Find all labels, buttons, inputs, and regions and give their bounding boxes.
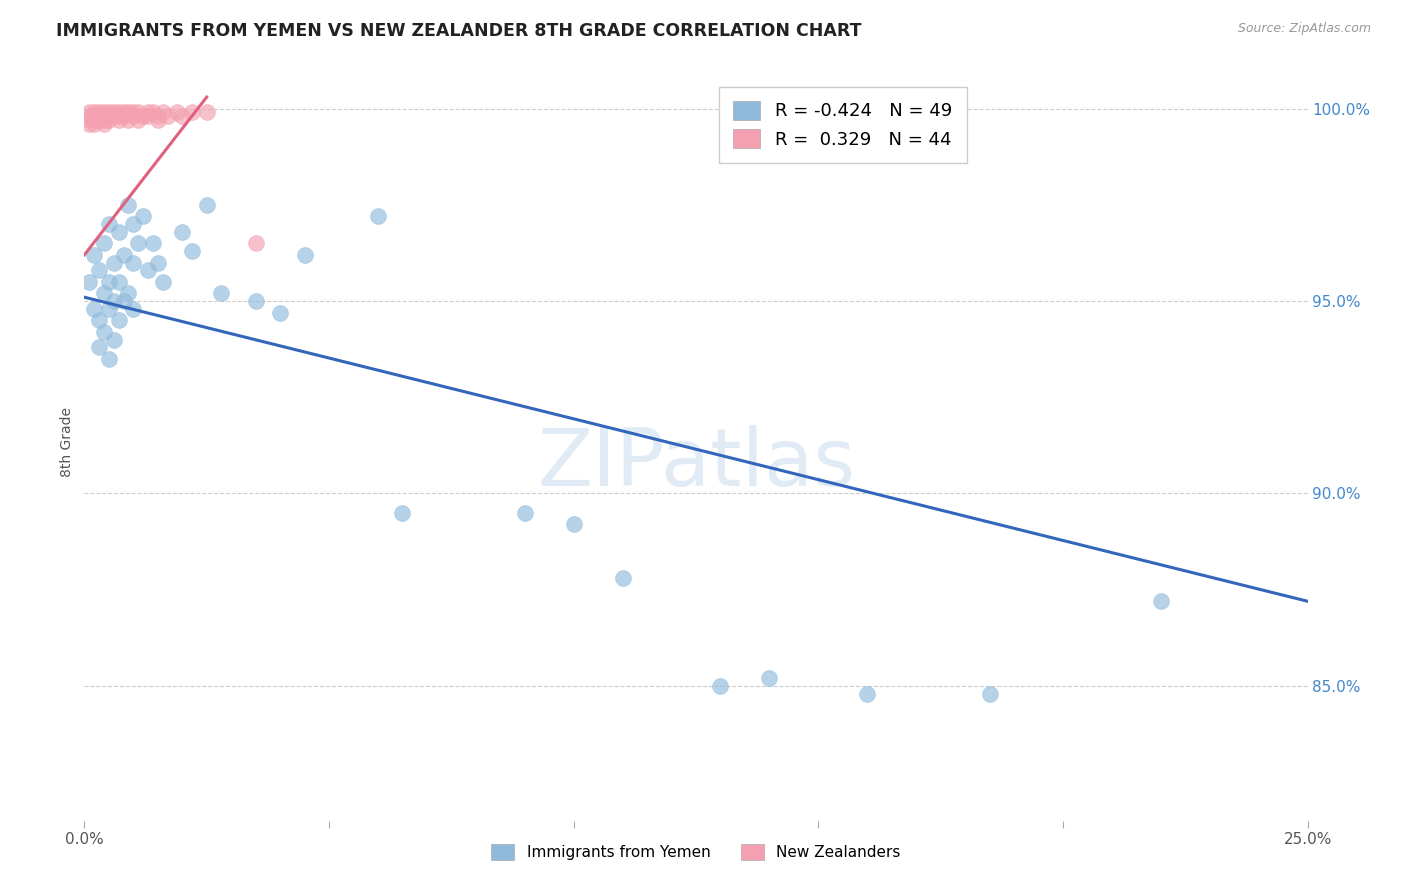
Point bbox=[97, 113, 120, 128]
Point bbox=[83, 301, 105, 316]
Point bbox=[77, 117, 100, 131]
Point bbox=[391, 506, 413, 520]
Point bbox=[77, 275, 100, 289]
Point bbox=[87, 109, 110, 123]
Point bbox=[77, 109, 100, 123]
Point bbox=[107, 105, 129, 120]
Point bbox=[93, 113, 115, 128]
Text: IMMIGRANTS FROM YEMEN VS NEW ZEALANDER 8TH GRADE CORRELATION CHART: IMMIGRANTS FROM YEMEN VS NEW ZEALANDER 8… bbox=[56, 22, 862, 40]
Point bbox=[136, 109, 159, 123]
Text: Source: ZipAtlas.com: Source: ZipAtlas.com bbox=[1237, 22, 1371, 36]
Point bbox=[245, 236, 267, 251]
Point bbox=[245, 294, 267, 309]
Point bbox=[97, 217, 120, 231]
Point bbox=[97, 105, 120, 120]
Point bbox=[112, 105, 135, 120]
Point bbox=[93, 236, 115, 251]
Text: ZIPatlas: ZIPatlas bbox=[537, 425, 855, 503]
Point bbox=[107, 313, 129, 327]
Point bbox=[97, 275, 120, 289]
Point bbox=[77, 105, 100, 120]
Point bbox=[112, 248, 135, 262]
Point bbox=[181, 105, 204, 120]
Point bbox=[146, 113, 169, 128]
Point bbox=[146, 255, 169, 269]
Point bbox=[107, 109, 129, 123]
Point bbox=[83, 105, 105, 120]
Point bbox=[77, 113, 100, 128]
Point bbox=[93, 109, 115, 123]
Point bbox=[127, 236, 149, 251]
Point bbox=[562, 517, 585, 532]
Point bbox=[93, 105, 115, 120]
Point bbox=[103, 255, 125, 269]
Point bbox=[83, 117, 105, 131]
Point bbox=[136, 105, 159, 120]
Point bbox=[97, 301, 120, 316]
Point bbox=[117, 113, 139, 128]
Point bbox=[83, 248, 105, 262]
Point bbox=[979, 687, 1001, 701]
Point bbox=[87, 105, 110, 120]
Point bbox=[269, 305, 291, 319]
Point bbox=[146, 109, 169, 123]
Point bbox=[122, 105, 145, 120]
Point bbox=[132, 109, 155, 123]
Point bbox=[513, 506, 536, 520]
Point bbox=[87, 263, 110, 277]
Point bbox=[152, 105, 174, 120]
Point bbox=[709, 679, 731, 693]
Point bbox=[152, 275, 174, 289]
Point bbox=[181, 244, 204, 258]
Point bbox=[122, 109, 145, 123]
Point bbox=[122, 217, 145, 231]
Point bbox=[612, 571, 634, 585]
Point bbox=[103, 333, 125, 347]
Point bbox=[103, 109, 125, 123]
Point bbox=[127, 105, 149, 120]
Point bbox=[142, 105, 165, 120]
Point bbox=[142, 236, 165, 251]
Point bbox=[83, 109, 105, 123]
Point bbox=[97, 109, 120, 123]
Point bbox=[195, 105, 218, 120]
Point bbox=[172, 225, 194, 239]
Point bbox=[166, 105, 188, 120]
Point bbox=[122, 255, 145, 269]
Point bbox=[122, 301, 145, 316]
Point bbox=[93, 286, 115, 301]
Point bbox=[156, 109, 179, 123]
Point bbox=[93, 325, 115, 339]
Point bbox=[294, 248, 316, 262]
Point bbox=[93, 117, 115, 131]
Point bbox=[112, 294, 135, 309]
Point bbox=[758, 671, 780, 685]
Point bbox=[117, 286, 139, 301]
Point bbox=[132, 210, 155, 224]
Point bbox=[195, 198, 218, 212]
Point bbox=[172, 109, 194, 123]
Point bbox=[117, 105, 139, 120]
Point bbox=[107, 113, 129, 128]
Point bbox=[107, 225, 129, 239]
Point bbox=[97, 351, 120, 366]
Point bbox=[136, 263, 159, 277]
Point bbox=[209, 286, 232, 301]
Point bbox=[112, 109, 135, 123]
Y-axis label: 8th Grade: 8th Grade bbox=[60, 407, 75, 476]
Point bbox=[1150, 594, 1173, 608]
Point bbox=[83, 113, 105, 128]
Point bbox=[107, 275, 129, 289]
Point bbox=[117, 198, 139, 212]
Point bbox=[367, 210, 389, 224]
Point bbox=[856, 687, 879, 701]
Point bbox=[87, 340, 110, 354]
Point bbox=[87, 313, 110, 327]
Point bbox=[103, 294, 125, 309]
Point bbox=[127, 113, 149, 128]
Point bbox=[103, 105, 125, 120]
Legend: Immigrants from Yemen, New Zealanders: Immigrants from Yemen, New Zealanders bbox=[485, 838, 907, 866]
Point bbox=[87, 113, 110, 128]
